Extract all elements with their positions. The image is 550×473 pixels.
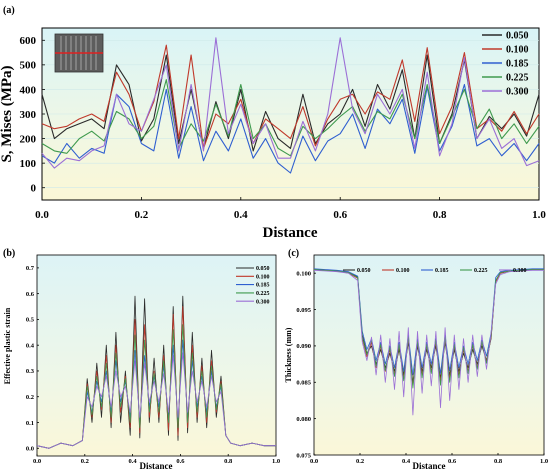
legend-label: 0.185 [506,59,529,70]
x-tick-label: 1.0 [272,458,280,465]
y-tick-label: 0.0 [26,446,34,453]
y-axis-label-a: S, Mises (MPa) [0,65,15,162]
y-tick-label: 0.3 [26,368,35,375]
y-tick-label: 200 [20,133,37,145]
y-tick-label: 0.5 [26,317,35,324]
legend-label: 0.225 [474,268,488,274]
panel-a-label: (a) [3,5,15,16]
x-tick-label: 1.0 [540,458,548,465]
y-tick-label: 0.100 [296,270,311,277]
plot-area-b [36,254,277,457]
gridlines-a [42,39,539,189]
series-line-0.050 [41,54,540,152]
series-line-0.185 [313,268,544,376]
panel-c-label: (c) [288,248,299,259]
legend-label: 0.300 [513,268,527,274]
x-tick-label: 0.6 [176,458,185,465]
y-tick-label: 0.085 [296,380,311,387]
legend-label: 0.100 [396,268,410,274]
panel-b: (b) 0.0 0.2 0.4 0.6 0.8 1.0 0.0 0.1 0.2 0.3 0.4 0.5… [3,248,280,471]
series-lines-c [313,268,544,416]
series-line-0.300 [36,352,276,449]
legend-label: 0.050 [357,268,371,274]
x-tick-label: 0.4 [402,458,411,465]
y-tick-label: 600 [20,35,37,47]
y-tick-label: 0.7 [26,265,35,272]
legend-label: 0.300 [256,299,270,305]
x-tick-label: 0.6 [448,458,457,465]
y-tick-label: 0.1 [26,420,34,427]
series-line-0.100 [41,44,540,149]
x-tick-label: 0.8 [433,209,447,221]
panel-b-label: (b) [3,248,15,259]
x-tick-label: 0.2 [135,209,149,221]
x-tick-label: 0.2 [81,458,89,465]
legend-label: 0.050 [506,31,529,42]
legend-label: 0.225 [256,291,270,297]
legend-a: 0.050 0.100 0.185 0.225 0.300 [482,31,529,98]
y-axis-label-b: Effective plastic strain [3,307,12,384]
y-tick-label: 0 [31,183,37,195]
series-lines-a [41,37,540,174]
series-line-0.300 [41,37,540,169]
x-axis-label-a: Distance [263,225,318,241]
y-tick-label: 0.4 [26,342,35,349]
ticks-a: 0.0 0.2 0.4 0.6 0.8 1.0 0 100 200 300 400 500 600 [20,35,547,221]
x-tick-label: 0.0 [35,209,49,221]
y-tick-label: 400 [20,84,37,96]
x-axis-label-c: Distance [413,461,446,471]
x-tick-label: 0.2 [356,458,364,465]
series-lines-b [36,295,276,449]
legend-label: 0.100 [506,45,529,56]
legend-label: 0.100 [256,274,270,280]
y-axis-label-c: Thickness (mm) [284,327,293,382]
series-line-0.300 [313,269,544,416]
y-tick-label: 0.075 [296,452,311,459]
y-tick-label: 0.090 [296,343,311,350]
y-tick-label: 100 [20,158,37,170]
x-tick-label: 0.4 [129,458,138,465]
y-tick-label: 0.095 [296,307,311,314]
x-tick-label: 0.0 [33,458,41,465]
legend-label: 0.225 [506,73,529,84]
x-tick-label: 0.0 [310,458,318,465]
x-tick-label: 0.8 [494,458,503,465]
y-tick-label: 300 [20,109,37,121]
y-tick-label: 500 [20,60,37,72]
series-line-0.185 [41,83,540,174]
x-tick-label: 1.0 [532,209,546,221]
y-tick-label: 0.2 [26,394,34,401]
ticks-c: 0.0 0.2 0.4 0.6 0.8 1.0 0.075 0.080 0.085 0.090 0.… [296,270,548,465]
legend-b: 0.050 0.100 0.185 0.225 0.300 [236,266,270,305]
panel-a: (a) 0.0 0.2 0.4 0.6 0.8 1.0 0 100 200 300 400 500 60… [0,5,546,241]
legend-label: 0.050 [256,266,270,272]
inset-thumbnail [54,33,104,73]
x-tick-label: 0.4 [234,209,248,221]
x-axis-label-b: Distance [140,461,173,471]
x-tick-label: 0.8 [224,458,233,465]
y-tick-label: 0.6 [26,291,35,298]
legend-label: 0.185 [256,283,270,289]
legend-label: 0.185 [435,268,449,274]
y-tick-label: 0.080 [296,416,311,423]
series-line-0.225 [41,79,540,157]
panel-c: (c) 0.0 0.2 0.4 0.6 0.8 1.00.0750.0800.0850.0… [284,248,548,471]
legend-label: 0.300 [506,87,529,98]
x-tick-label: 0.6 [333,209,347,221]
ticks-b: 0.0 0.2 0.4 0.6 0.8 1.0 0.0 0.1 0.2 0.3 0.4 0.5 0.6 0… [26,265,280,465]
legend-c: 0.050 0.100 0.185 0.225 0.300 [343,268,527,274]
